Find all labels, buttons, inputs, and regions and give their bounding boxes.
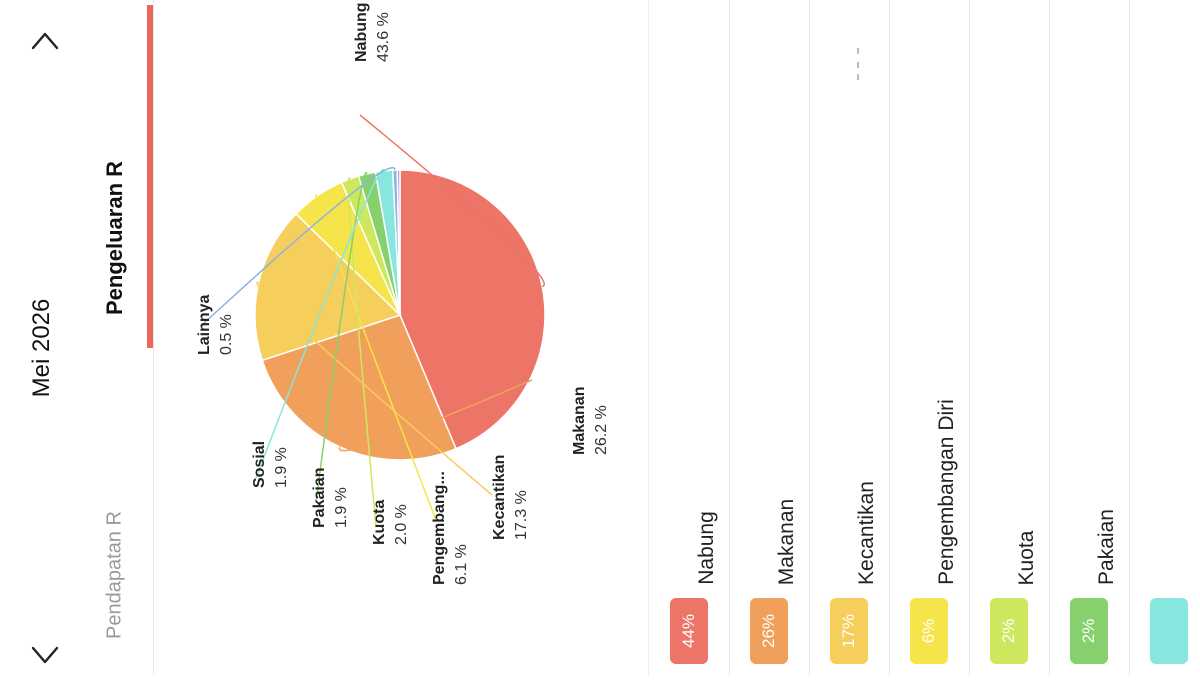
slice-label: Pakaian 1.9 %	[311, 468, 350, 528]
leader-line	[347, 177, 377, 528]
active-tab-indicator	[147, 5, 153, 348]
slice-value: 43.6 %	[375, 12, 392, 62]
legend-item[interactable]	[1129, 0, 1200, 675]
percent-badge-value: 2%	[1079, 618, 1098, 644]
slice-value: 1.9 %	[273, 447, 290, 488]
leader-line	[255, 168, 385, 479]
percent-badge	[990, 598, 1028, 664]
faint-mark	[857, 62, 859, 68]
pie-chart: Nabung 43.6 % Makanan 26.2 % Kecantikan 17.3 …	[196, 2, 610, 585]
tab-income[interactable]: Pendapatan R	[103, 511, 126, 639]
legend-item[interactable]: Pakaian 2%	[1049, 0, 1130, 675]
percent-badge-value: 17%	[839, 613, 858, 649]
slice-label: Kecantikan 17.3 %	[491, 455, 530, 540]
leader-line	[315, 194, 437, 521]
legend-name: Kuota	[1015, 530, 1038, 585]
slice-label: Makanan 26.2 %	[571, 387, 610, 455]
legend-item[interactable]: Nabung 44%	[649, 0, 730, 675]
slice-name: Nabung	[353, 2, 370, 62]
legend-name: Pakaian	[1095, 509, 1118, 585]
slice-value: 26.2 %	[593, 405, 610, 455]
chevron-down-icon[interactable]	[30, 644, 60, 668]
pie-slice[interactable]	[261, 314, 457, 461]
percent-badge-value: 44%	[679, 613, 698, 649]
slice-name: Kecantikan	[491, 455, 508, 540]
legend-item[interactable]: Pengembangan Diri 6%	[889, 0, 970, 675]
legend-name: Kecantikan	[855, 481, 878, 585]
faint-mark	[857, 48, 859, 54]
pie-slice[interactable]	[396, 169, 401, 316]
divider	[153, 0, 154, 675]
leader-line	[256, 281, 493, 496]
slice-value: 1.9 %	[333, 487, 350, 528]
percent-badge	[670, 598, 708, 664]
category-legend: Nabung 44% Makanan 26% Kecantikan 17% Pengemba…	[648, 0, 1200, 675]
slice-name: Pakaian	[311, 468, 328, 528]
percent-badge	[1150, 598, 1188, 664]
pie-chart-area: Nabung 43.6 % Makanan 26.2 % Kecantikan 17.3 …	[154, 0, 646, 675]
leader-line	[359, 114, 545, 288]
slice-name: Makanan	[571, 387, 588, 455]
slice-value: 2.0 %	[393, 504, 410, 545]
slice-name: Pengembang...	[431, 471, 448, 585]
legend-name: Pengembangan Diri	[935, 399, 958, 585]
slice-name: Kuota	[371, 500, 388, 545]
slice-label: Nabung 43.6 %	[353, 2, 392, 62]
month-navigator	[0, 0, 95, 675]
percent-badge-value: 6%	[919, 618, 938, 644]
percent-badge-value: 2%	[999, 618, 1018, 644]
percent-badge	[1070, 598, 1108, 664]
month-title: Mei 2026	[28, 298, 55, 398]
percent-badge-value: 26%	[759, 613, 778, 649]
tab-expense[interactable]: Pengeluaran R	[102, 160, 127, 316]
chevron-up-icon[interactable]	[30, 28, 60, 52]
pie-slice[interactable]	[399, 169, 546, 450]
legend-name: Makanan	[775, 498, 798, 586]
legend-item[interactable]: Makanan 26%	[729, 0, 810, 675]
legend-item[interactable]: Kuota 2%	[969, 0, 1050, 675]
slice-value: 6.1 %	[453, 544, 470, 585]
slice-label: Sosial 1.9 %	[251, 441, 290, 488]
faint-mark	[857, 74, 859, 80]
legend-item[interactable]: Kecantikan 17%	[809, 0, 890, 675]
slice-label: Lainnya 0.5 %	[196, 294, 235, 355]
slice-label: Pengembang... 6.1 %	[431, 471, 470, 585]
leader-line	[201, 166, 396, 326]
leader-line	[338, 379, 533, 452]
legend-name: Nabung	[695, 511, 718, 585]
slice-value: 17.3 %	[513, 490, 530, 540]
percent-badge	[830, 598, 868, 664]
slice-label: Kuota 2.0 %	[371, 500, 410, 545]
slice-value: 0.5 %	[218, 314, 235, 355]
slice-name: Sosial	[251, 441, 268, 488]
percent-badge	[910, 598, 948, 664]
slice-name: Lainnya	[196, 294, 213, 355]
percent-badge	[750, 598, 788, 664]
leader-line	[315, 171, 368, 503]
